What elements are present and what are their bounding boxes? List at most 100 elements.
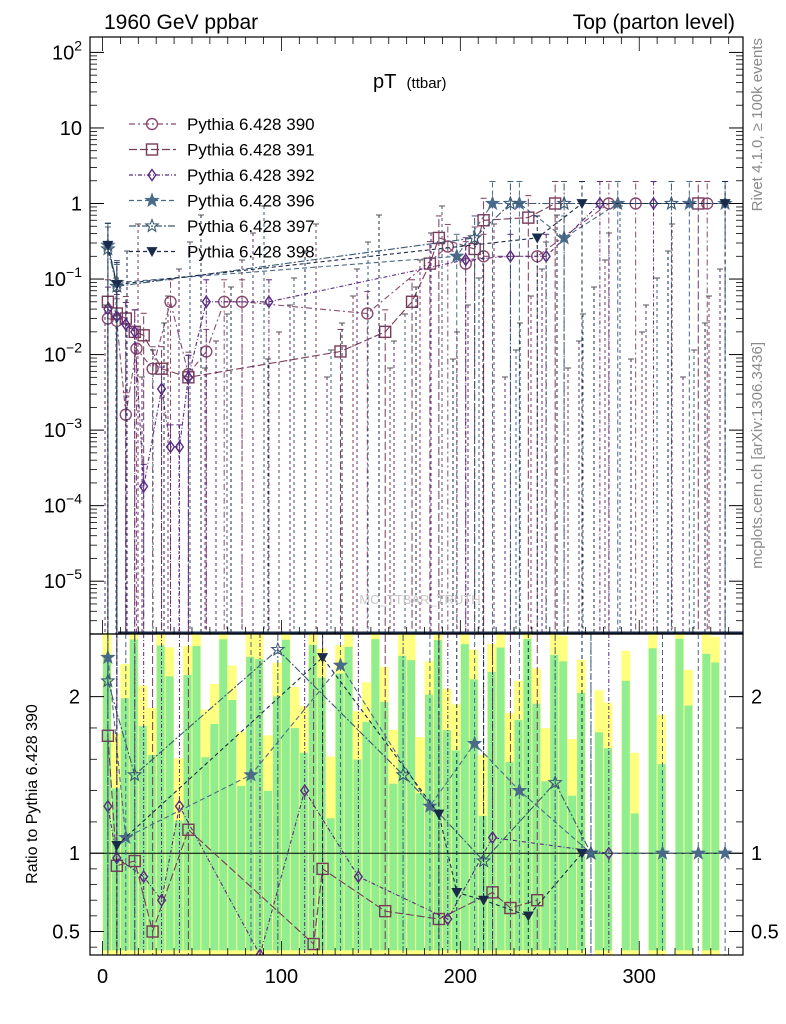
ratio-point — [182, 823, 195, 836]
plot-title-main: pT — [373, 71, 396, 93]
rivet-label: Rivet 4.1.0, ≥ 100k events — [749, 38, 766, 211]
energy-label: 1960 GeV ppbar — [104, 11, 258, 34]
data-point — [165, 440, 176, 454]
data-point — [156, 382, 167, 396]
ratio-point — [576, 848, 588, 859]
ratio-point — [511, 782, 528, 798]
y-tick-label: 10−4 — [44, 491, 82, 518]
data-point — [138, 479, 149, 494]
ratio-band-inner — [541, 781, 550, 951]
ratio-point — [654, 845, 671, 860]
ratio-point — [138, 869, 149, 884]
ratio-band-inner — [407, 660, 416, 951]
ratio-y-tick-label: 0.5 — [52, 922, 80, 944]
ratio-band-inner — [487, 672, 496, 951]
x-tick-label: 100 — [265, 966, 298, 988]
legend-label: Pythia 6.428 397 — [187, 217, 315, 236]
legend-marker — [144, 192, 160, 208]
ratio-band-inner — [246, 656, 255, 951]
y-tick-exponent: −1 — [66, 264, 82, 280]
data-point — [531, 233, 543, 244]
series-pythia-6-428-398 — [102, 180, 731, 634]
ratio-point — [717, 845, 733, 860]
ratio-point — [127, 766, 143, 782]
ratio-band-inner — [192, 646, 201, 951]
main-panel: 10−5 10−4 10−3 10−2 10−1 1 10 102 pT (ttbar) MC… — [44, 36, 744, 635]
ratio-band-inner — [514, 719, 523, 951]
ratio-band-inner — [147, 754, 156, 951]
ratio-band-inner — [219, 639, 228, 951]
ratio-band-inner — [657, 764, 666, 951]
ratio-axes: 0.5 0.5 1 1 2 2 0 100 200 300 — [52, 687, 779, 988]
ratio-point — [174, 799, 185, 813]
y-tick-label: 1 — [71, 193, 82, 215]
y-tick-label: 10−2 — [44, 340, 82, 367]
ratio-band-inner — [505, 761, 514, 951]
ratio-band-inner — [425, 694, 433, 951]
data-point — [681, 195, 698, 211]
ratio-point — [270, 641, 286, 657]
ratio-band-inner — [711, 662, 720, 951]
ratio-frame — [89, 633, 744, 956]
ratio-band-inner — [532, 703, 541, 951]
data-point — [502, 195, 519, 211]
ratio-point — [547, 774, 563, 790]
ratio-point — [146, 925, 159, 938]
data-point — [174, 440, 185, 454]
ratio-band-inner — [264, 790, 272, 951]
ratio-point — [422, 798, 438, 813]
ratio-band-inner — [398, 655, 407, 951]
data-point — [334, 345, 347, 358]
ratio-band-inner — [380, 701, 389, 951]
series-line — [107, 202, 654, 487]
data-point — [449, 248, 465, 263]
ratio-band-inner — [138, 726, 147, 951]
legend-marker — [146, 247, 158, 257]
y-tick-label: 10 — [60, 118, 82, 140]
y-tick-label: 10−1 — [44, 264, 82, 291]
ratio-band-inner — [371, 639, 380, 951]
ratio-band-inner — [630, 813, 639, 951]
ratio-band-inner — [496, 647, 505, 951]
ratio-point — [451, 887, 463, 898]
legend-label: Pythia 6.428 390 — [187, 115, 315, 134]
data-point — [183, 370, 194, 385]
data-point — [102, 240, 114, 251]
ratio-band-inner — [335, 673, 344, 951]
y-tick-exponent: −2 — [66, 340, 82, 356]
ratio-band-inner — [129, 639, 138, 951]
ratio-point — [604, 846, 614, 860]
ratio-point — [583, 845, 599, 860]
legend-marker — [147, 168, 157, 182]
main-series-group — [100, 180, 743, 634]
data-point — [648, 196, 659, 211]
ratio-band-inner — [290, 728, 299, 951]
ratio-band-inner — [344, 646, 353, 951]
ratio-series-group — [100, 634, 733, 955]
ratio-point — [443, 912, 453, 926]
data-point — [155, 362, 168, 375]
ratio-point — [255, 948, 265, 955]
data-point — [556, 195, 572, 211]
ratio-band-inner — [120, 698, 129, 951]
ratio-band-inner — [317, 677, 326, 951]
ratio-point — [467, 735, 483, 751]
ratio-band-inner — [675, 638, 684, 951]
legend-label: Pythia 6.428 392 — [187, 166, 315, 185]
ratio-band-inner — [478, 815, 487, 951]
data-point — [576, 199, 588, 209]
y-tick-exponent: −3 — [66, 415, 82, 431]
ratio-band-inner — [281, 639, 290, 951]
ratio-point — [112, 851, 122, 865]
ratio-point — [118, 829, 134, 845]
ratio-point — [243, 766, 259, 782]
data-point — [556, 229, 572, 245]
ratio-band-inner — [523, 638, 532, 951]
ratio-band-inner — [228, 700, 237, 951]
ratio-band-inner — [174, 820, 183, 951]
x-tick-label: 0 — [97, 966, 108, 988]
data-point — [111, 279, 123, 290]
data-point — [522, 211, 535, 224]
ratio-band-inner — [111, 788, 120, 951]
x-tick-label: 300 — [623, 966, 656, 988]
